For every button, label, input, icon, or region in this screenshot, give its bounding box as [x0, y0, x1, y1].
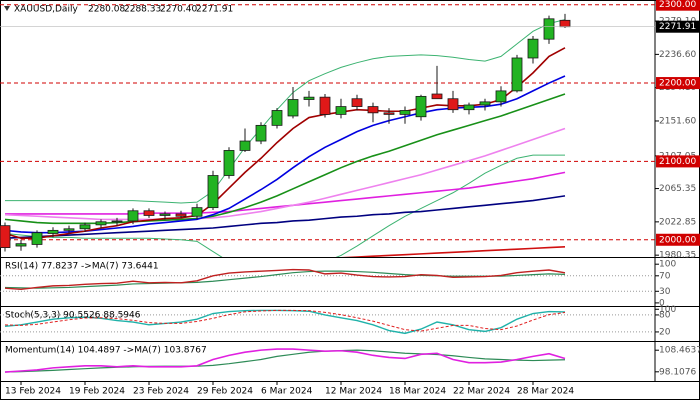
candle-body	[239, 140, 251, 151]
last-price-box	[656, 20, 700, 33]
indicator-line	[4, 268, 566, 291]
candle-body	[111, 220, 123, 223]
candle-body	[159, 213, 171, 216]
indicator-title: Momentum(14) 104.4897 ->MA(7) 103.8767	[5, 346, 207, 356]
symbol-icon	[4, 6, 10, 11]
candle-body	[351, 98, 363, 107]
ohlc-low: 2270.40	[160, 5, 197, 15]
y-tick-label: 30	[659, 287, 671, 297]
panel	[0, 268, 655, 292]
candle-body	[383, 112, 395, 115]
x-tick-label: 29 Feb 2024	[197, 387, 253, 397]
ohlc-close: 2271.91	[196, 5, 233, 15]
candle-body	[367, 106, 379, 114]
ohlc-open: 2280.08	[88, 5, 125, 15]
indicator-line	[4, 348, 566, 373]
level-label-box	[656, 155, 700, 168]
x-tick-label: 18 Mar 2024	[389, 387, 446, 397]
indicator-line	[4, 195, 566, 239]
candle-body	[223, 150, 235, 176]
candle-body	[127, 210, 139, 222]
y-tick-label: 0	[659, 298, 665, 308]
y-tick-label: 100	[659, 260, 676, 270]
candle-body	[95, 221, 107, 226]
candle-body	[255, 124, 267, 142]
panel	[4, 348, 566, 373]
symbol-title: XAUUSD,Daily	[14, 5, 78, 15]
candle-body	[63, 228, 75, 231]
candle-body	[463, 104, 475, 111]
indicator-line	[4, 309, 566, 332]
level-label: 2100.00	[659, 157, 696, 167]
candle-body	[143, 210, 155, 216]
candle-body	[303, 96, 315, 100]
indicator-line	[4, 154, 565, 257]
candle-body	[271, 110, 283, 126]
y-tick-label: 2022.85	[659, 217, 696, 227]
candle-body	[495, 90, 507, 103]
x-tick-label: 12 Mar 2024	[325, 387, 382, 397]
x-tick-label: 28 Mar 2024	[517, 387, 574, 397]
x-tick-label: 6 Mar 2024	[261, 387, 313, 397]
candle-body	[175, 213, 187, 217]
level-label-box	[656, 233, 700, 246]
candle-body	[415, 95, 427, 118]
indicator-title: Stoch(5,3,3) 90.5526 88.5946	[5, 311, 141, 321]
candle-body	[79, 224, 91, 230]
indicator-line	[340, 246, 566, 257]
level-label: 2200.00	[659, 79, 696, 89]
candle-body	[479, 101, 491, 106]
indicator-line	[5, 19, 566, 204]
level-label-box	[656, 0, 700, 11]
y-tick-label: 98.1076	[659, 367, 696, 377]
candle-body	[47, 229, 59, 234]
y-tick-label: 1980.35	[659, 251, 696, 261]
y-tick-label: 70	[659, 271, 671, 281]
candle-body	[511, 57, 523, 92]
candle-body	[319, 96, 331, 115]
last-price-label: 2271.91	[659, 22, 696, 32]
candle-body	[399, 110, 411, 115]
indicator-line	[4, 127, 566, 221]
x-tick-label: 13 Feb 2024	[5, 387, 61, 397]
candle-body	[15, 243, 27, 247]
x-tick-label: 19 Feb 2024	[69, 387, 125, 397]
candle-body	[543, 18, 555, 40]
panel	[0, 4, 655, 257]
candle-body	[335, 106, 347, 115]
y-tick-label: 2065.35	[659, 184, 696, 194]
y-tick-label: 2236.60	[659, 50, 696, 60]
candle-body	[431, 93, 443, 100]
candle-body	[207, 175, 219, 209]
level-label-box	[656, 77, 700, 90]
x-tick-label: 23 Feb 2024	[133, 387, 189, 397]
indicator-line	[4, 349, 566, 373]
panel	[0, 309, 655, 335]
candle-body	[287, 99, 299, 117]
level-label: 2300.00	[659, 0, 696, 10]
indicator-line	[4, 270, 566, 289]
y-tick-label: 2151.60	[659, 116, 696, 126]
candle-body	[0, 225, 11, 248]
y-tick-label: 20	[659, 327, 671, 337]
y-tick-label: 100	[659, 305, 676, 315]
level-label: 2000.00	[659, 235, 696, 245]
y-tick-label: 80	[659, 310, 671, 320]
x-tick-label: 22 Mar 2024	[453, 387, 510, 397]
candle-body	[559, 19, 571, 28]
ohlc-high: 2288.33	[124, 5, 161, 15]
candle-body	[447, 98, 459, 111]
y-tick-label: 108.4637	[659, 346, 700, 356]
indicator-title: RSI(14) 77.8237 ->MA(7) 73.6441	[5, 262, 159, 272]
candle-body	[191, 207, 203, 217]
candle-body	[527, 38, 539, 59]
candle-body	[31, 232, 43, 245]
